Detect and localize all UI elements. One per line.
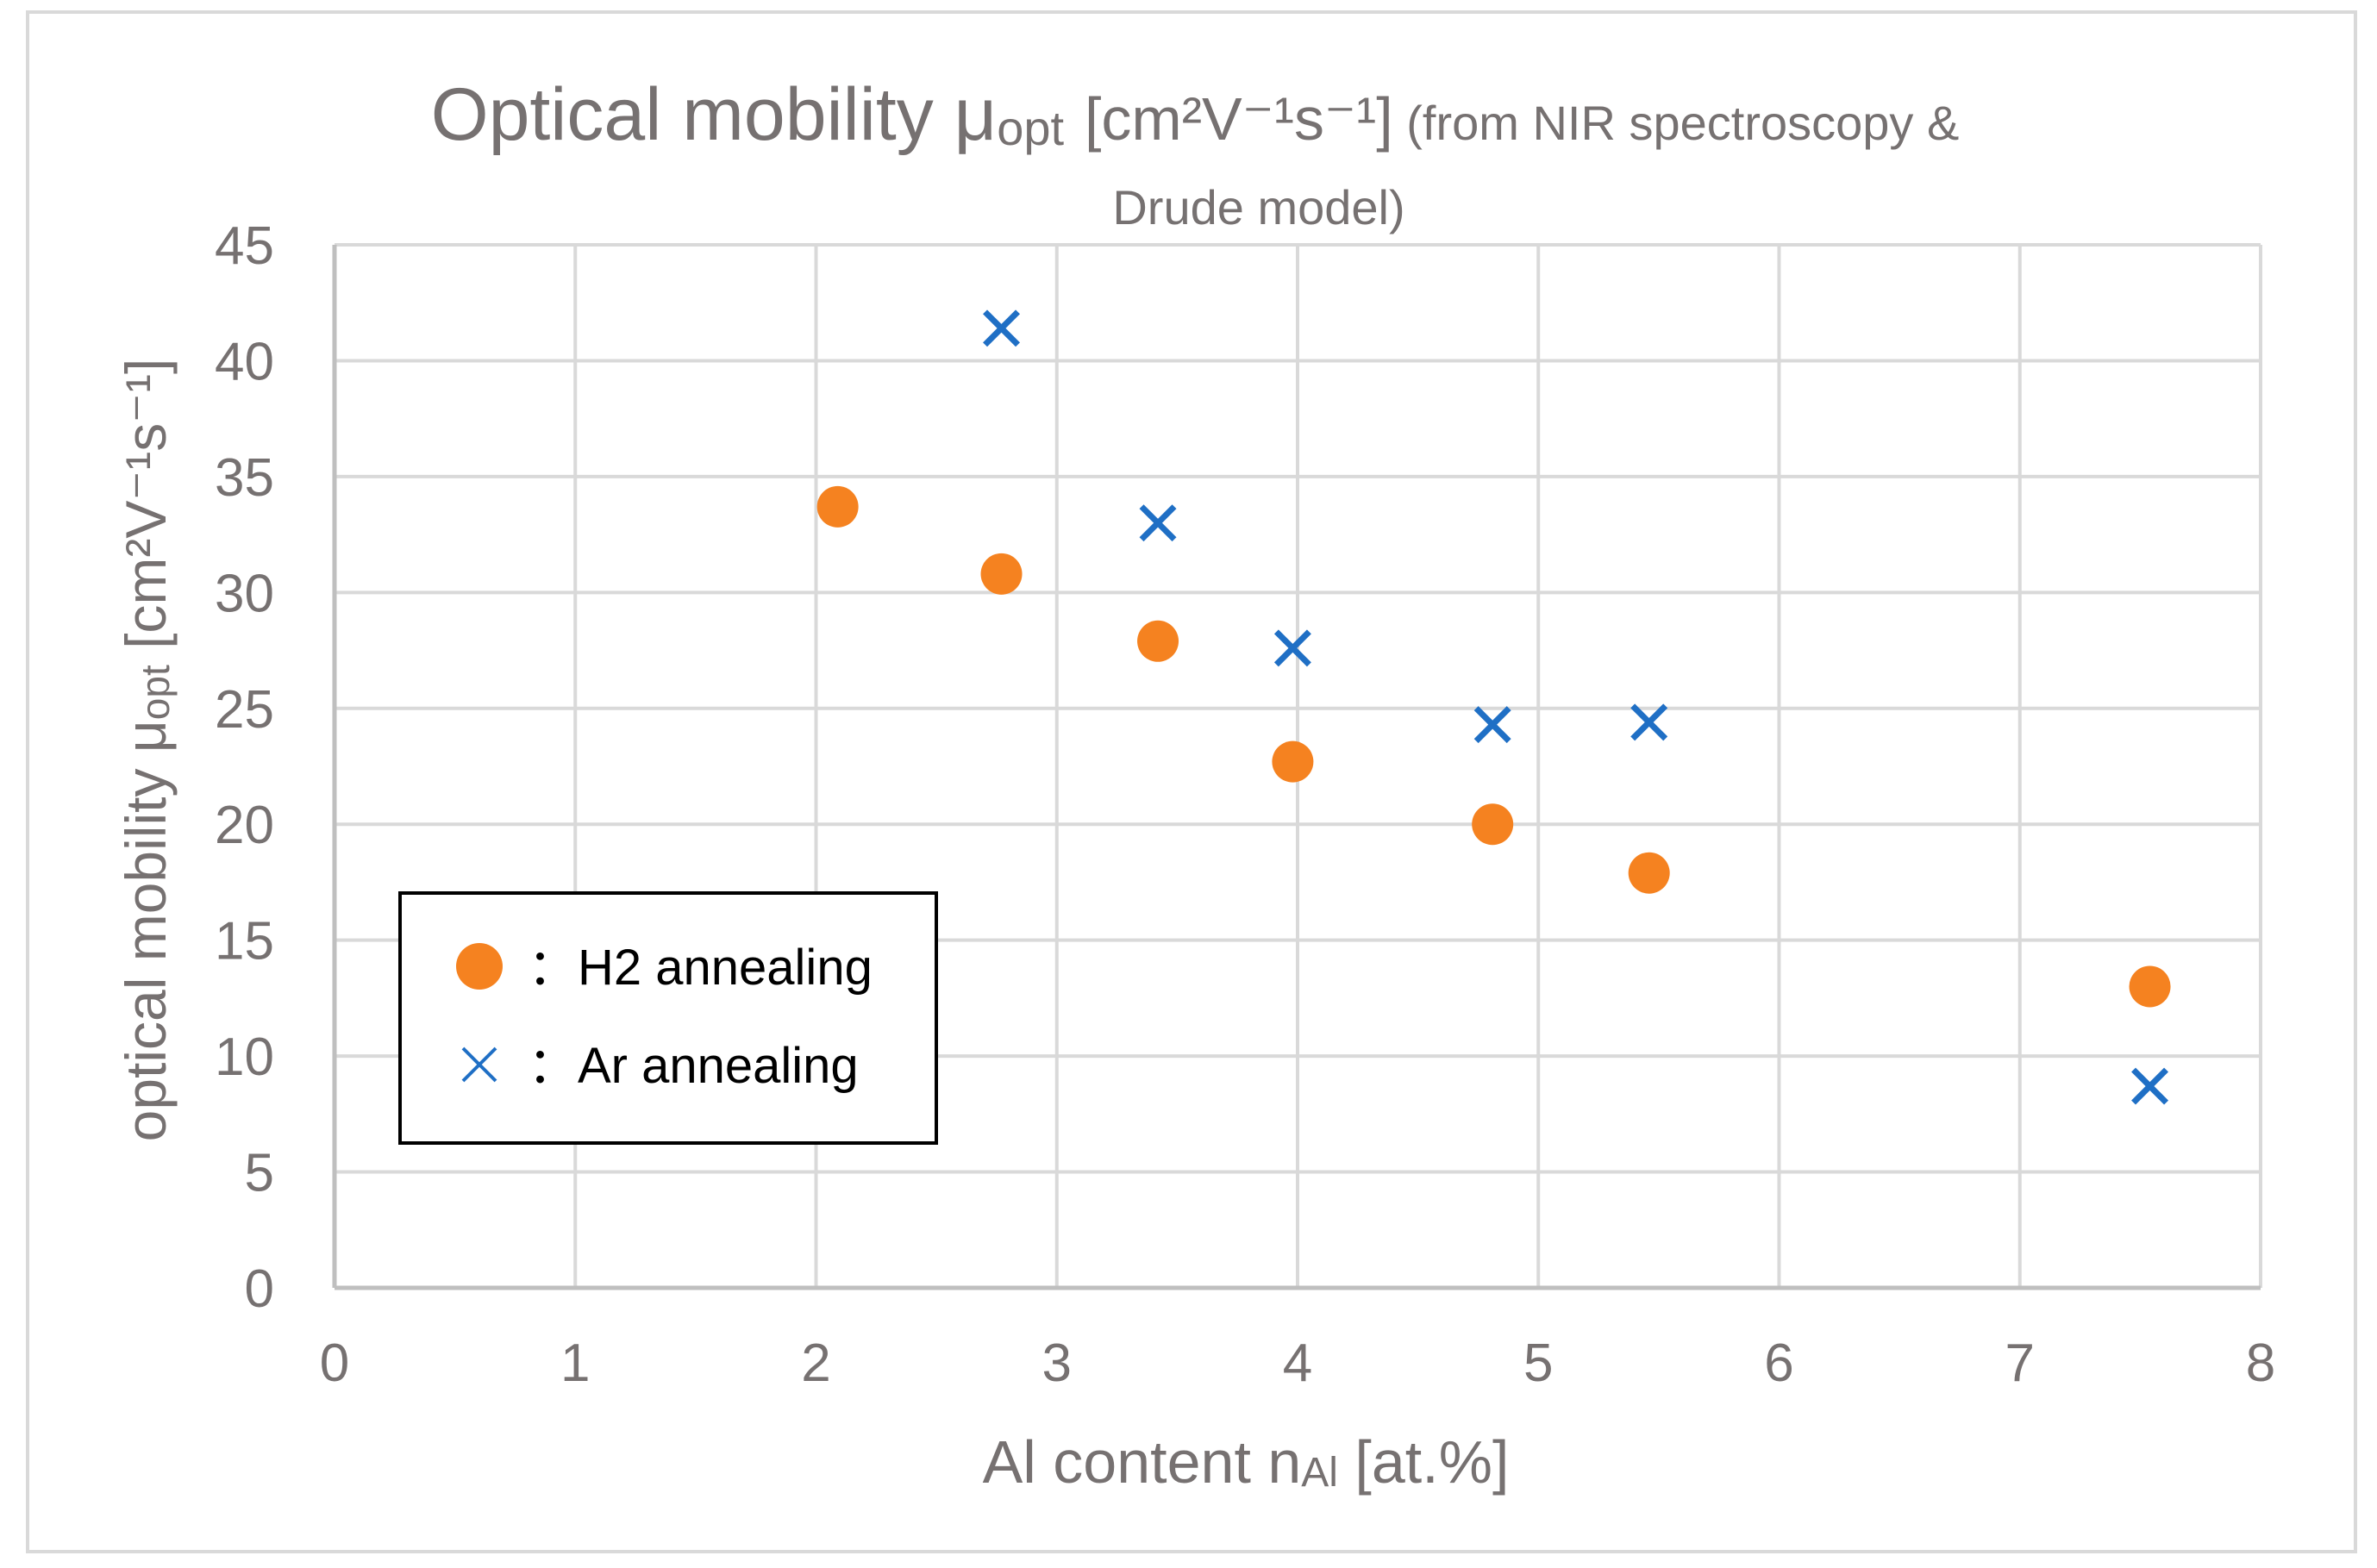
x-tick-label: 1 (560, 1334, 590, 1393)
data-point-h2 (1628, 852, 1670, 894)
data-point-ar (1630, 703, 1668, 741)
x-tick-label: 7 (2005, 1334, 2035, 1393)
legend-h2-label: ：H2 annealing (528, 940, 873, 996)
y-tick-label: 15 (215, 912, 274, 971)
series-h2-annealing (816, 485, 2171, 1008)
data-point-ar (983, 309, 1020, 347)
y-tick-label: 0 (245, 1259, 274, 1319)
y-tick-label: 20 (215, 796, 274, 855)
chart-title-note-1: (from NIR spectroscopy & (1406, 96, 1959, 150)
y-tick-label: 30 (215, 564, 274, 623)
data-point-ar-stroke (1139, 504, 1177, 542)
y-axis-label-main: optical mobility μ (114, 720, 178, 1141)
data-point-ar-stroke (983, 309, 1020, 347)
x-tick-label: 5 (1523, 1334, 1553, 1393)
x-axis-label-subscript: Al (1301, 1450, 1338, 1496)
data-point-ar (2131, 1067, 2169, 1105)
x-tick-label: 6 (1764, 1334, 1793, 1393)
y-axis-label: optical mobility μopt [cm²V⁻¹s⁻¹] (114, 359, 178, 1142)
legend-ar-label: ：Ar annealing (528, 1038, 859, 1094)
x-axis-label-main: Al content n (983, 1428, 1302, 1496)
data-point-h2 (1272, 740, 1314, 783)
x-tick-label: 4 (1283, 1334, 1312, 1393)
y-tick-label: 10 (215, 1028, 274, 1087)
data-point-h2 (1472, 803, 1514, 846)
data-point-h2 (816, 485, 859, 528)
chart-title-unit: [cm²V⁻¹s⁻¹] (1085, 85, 1393, 153)
legend-h2-marker (456, 943, 503, 990)
data-point-h2 (980, 553, 1023, 595)
x-axis-label: Al content nAl [at.%] (983, 1428, 1510, 1496)
y-tick-label: 25 (215, 680, 274, 740)
legend-ar-marker (461, 1046, 497, 1083)
legend-box (398, 891, 938, 1145)
axes (332, 245, 2261, 1290)
data-series (816, 309, 2171, 1105)
y-axis-label-subscript: opt (133, 665, 178, 720)
data-point-h2 (2129, 965, 2171, 1008)
data-point-ar-stroke (2131, 1067, 2169, 1105)
chart-title-note-2: Drude model) (1112, 180, 1404, 234)
y-tick-label: 45 (215, 216, 274, 276)
chart-title-main: Optical mobility μ (431, 73, 998, 156)
x-tick-label: 0 (320, 1334, 349, 1393)
data-point-ar (1139, 504, 1177, 542)
data-point-ar (1473, 706, 1511, 744)
x-axis-label-unit: [at.%] (1354, 1428, 1509, 1496)
chart-title: Optical mobility μopt [cm²V⁻¹s⁻¹] (from … (431, 73, 1960, 156)
y-axis-label-unit: [cm²V⁻¹s⁻¹] (114, 359, 178, 649)
y-tick-label: 5 (245, 1144, 274, 1203)
data-point-ar-stroke (1473, 706, 1511, 744)
y-tick-label: 35 (215, 448, 274, 508)
chart-frame (26, 10, 2357, 1553)
x-tick-label: 8 (2246, 1334, 2275, 1393)
legend: ：H2 annealing ：Ar annealing (398, 891, 938, 1145)
y-tick-label: 40 (215, 332, 274, 391)
data-point-h2 (1137, 620, 1179, 662)
chart-title-subscript: opt (997, 101, 1064, 155)
data-point-ar (1273, 629, 1311, 667)
series-ar-annealing (983, 309, 2169, 1105)
x-tick-label: 2 (801, 1334, 830, 1393)
x-tick-label: 3 (1042, 1334, 1072, 1393)
data-point-ar-stroke (1630, 703, 1668, 741)
data-point-ar-stroke (1273, 629, 1311, 667)
